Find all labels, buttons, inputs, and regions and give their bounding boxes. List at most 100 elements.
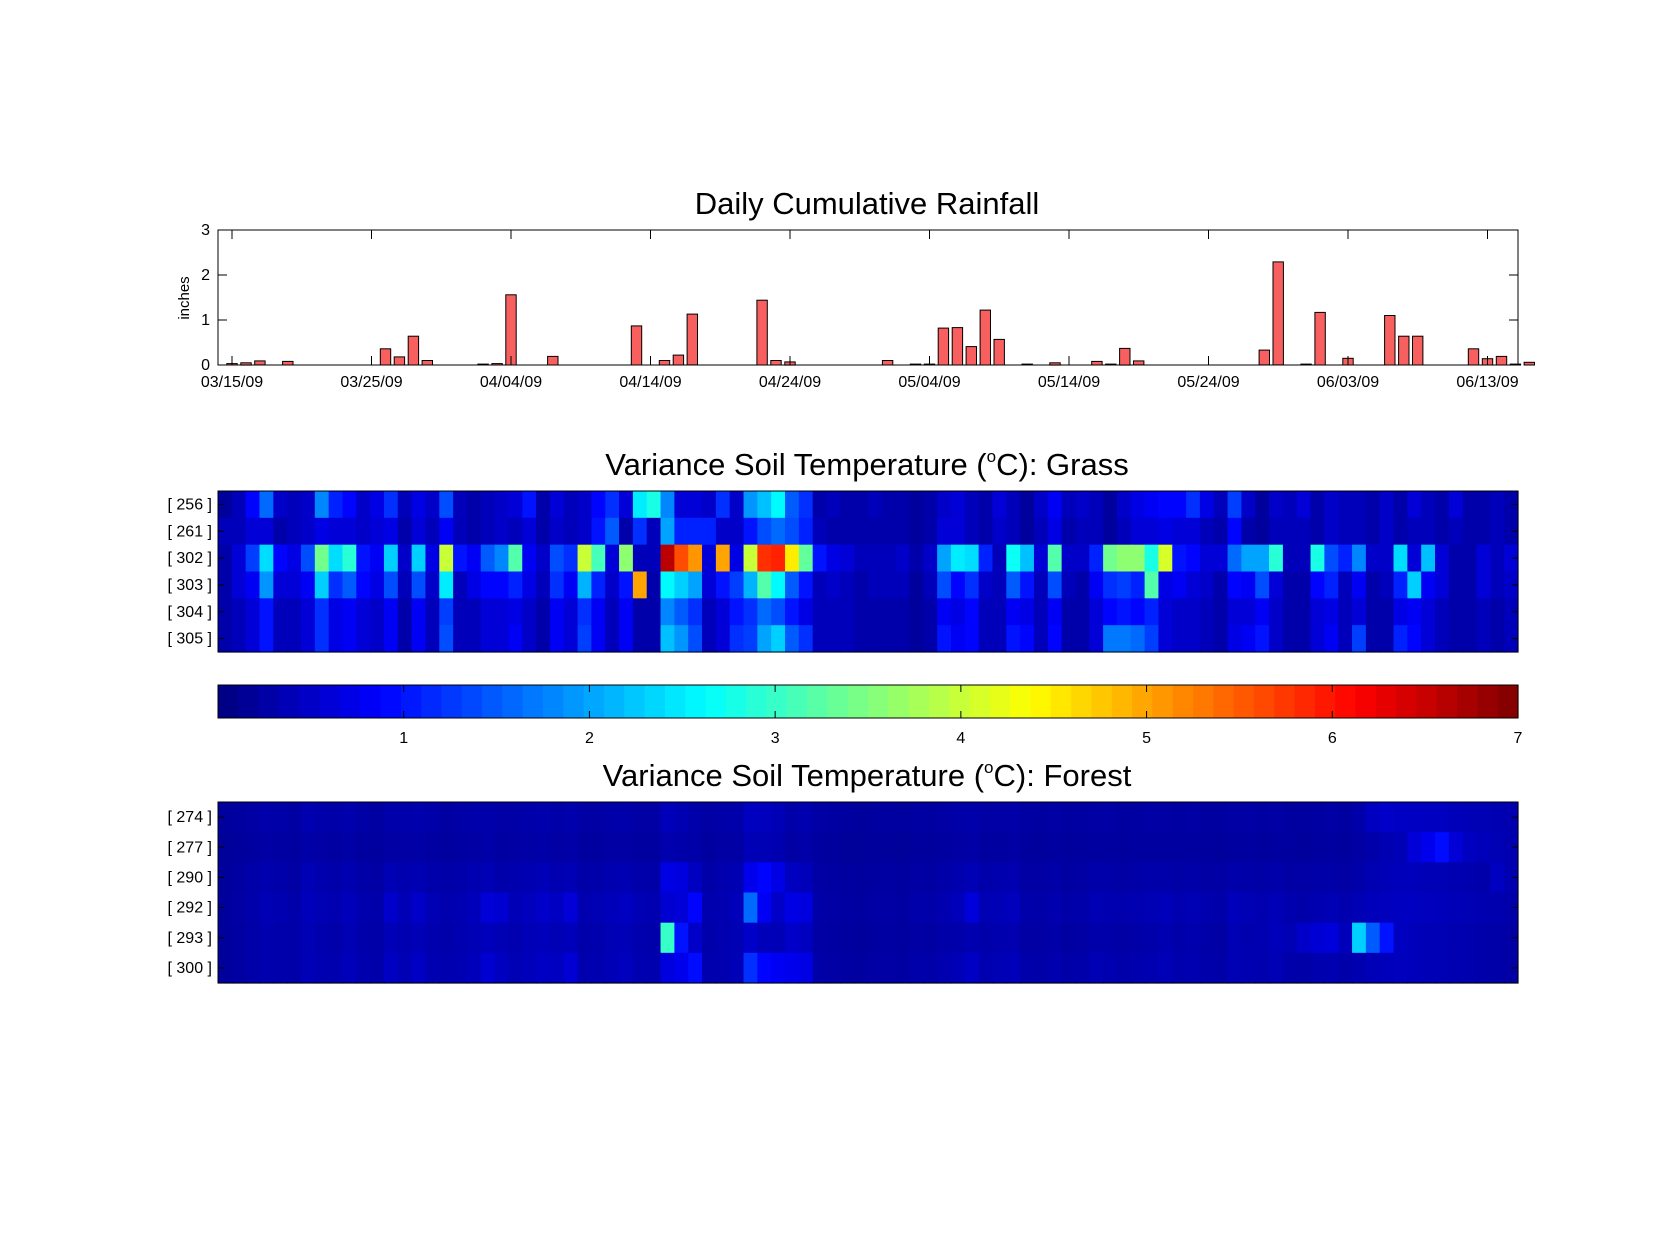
heatmap-cell bbox=[383, 952, 399, 984]
heatmap-cell bbox=[1158, 491, 1173, 519]
heatmap-cell bbox=[605, 922, 620, 954]
heatmap-cell bbox=[1352, 922, 1367, 954]
colorbar: 1 2 3 4 5 6 7 bbox=[217, 684, 1523, 747]
heatmap-cell bbox=[1338, 862, 1353, 894]
heatmap-cell bbox=[328, 922, 344, 954]
heatmap-cell bbox=[1158, 922, 1173, 954]
heatmap-cell bbox=[1033, 544, 1049, 573]
heatmap-cell bbox=[466, 832, 482, 863]
heatmap-cell bbox=[1379, 517, 1395, 546]
heatmap-cell bbox=[300, 802, 316, 833]
heatmap-cell bbox=[300, 544, 316, 573]
heatmap-cell bbox=[619, 862, 634, 894]
heatmap-cell bbox=[743, 625, 758, 653]
heatmap-cell bbox=[812, 517, 828, 546]
heatmap-cell bbox=[1435, 491, 1450, 519]
heatmap-cell bbox=[1421, 952, 1436, 984]
heatmap-cell bbox=[605, 802, 620, 833]
heatmap-cell bbox=[812, 802, 828, 833]
heatmap-cell bbox=[1462, 598, 1478, 626]
heatmap-cell bbox=[964, 862, 980, 894]
heatmap-cell bbox=[840, 802, 855, 833]
heatmap-cell bbox=[1103, 832, 1118, 863]
colorbar-step bbox=[908, 685, 930, 718]
heatmap-cell bbox=[549, 832, 565, 863]
heatmap-cell bbox=[453, 571, 468, 599]
heatmap-row-label: [ 302 ] bbox=[168, 550, 212, 567]
heatmap-cell bbox=[798, 922, 814, 954]
heatmap-cell bbox=[411, 922, 427, 954]
heatmap-cell bbox=[231, 952, 247, 984]
heatmap-cell bbox=[1421, 922, 1436, 954]
colorbar-step bbox=[1233, 685, 1255, 718]
heatmap-cell bbox=[494, 802, 510, 833]
heatmap-cell bbox=[660, 832, 675, 863]
heatmap-cell bbox=[591, 544, 606, 573]
heatmap-cell bbox=[909, 571, 924, 599]
heatmap-cell bbox=[785, 598, 800, 626]
heatmap-cell bbox=[439, 625, 454, 653]
heatmap-cell bbox=[494, 625, 510, 653]
heatmap-cell bbox=[383, 892, 399, 924]
heatmap-cell bbox=[1186, 571, 1201, 599]
heatmap-cell bbox=[854, 571, 869, 599]
heatmap-row-label: [ 290 ] bbox=[168, 869, 212, 886]
heatmap-cell bbox=[439, 491, 454, 519]
heatmap-cell bbox=[425, 892, 440, 924]
heatmap-cell bbox=[1365, 952, 1381, 984]
heatmap-cell bbox=[1324, 802, 1339, 833]
rainfall-bar bbox=[965, 346, 977, 366]
heatmap-cell bbox=[826, 491, 841, 519]
heatmap-cell bbox=[1476, 892, 1491, 924]
heatmap-cell bbox=[1130, 598, 1146, 626]
colorbar-step bbox=[1010, 685, 1032, 718]
heatmap-cell bbox=[1186, 862, 1201, 894]
heatmap-cell bbox=[1407, 571, 1422, 599]
heatmap-cell bbox=[632, 892, 648, 924]
heatmap-cell bbox=[549, 862, 565, 894]
heatmap-cell bbox=[480, 491, 496, 519]
heatmap-cell bbox=[218, 625, 233, 653]
heatmap-cell bbox=[245, 491, 261, 519]
heatmap-cell bbox=[591, 862, 606, 894]
heatmap-cell bbox=[466, 544, 482, 573]
heatmap-cell bbox=[826, 625, 841, 653]
heatmap-cell bbox=[1199, 892, 1215, 924]
heatmap-cell bbox=[1047, 625, 1063, 653]
heatmap-cell bbox=[259, 544, 274, 573]
heatmap-cell bbox=[826, 544, 841, 573]
heatmap-cell bbox=[1006, 892, 1021, 924]
colorbar-step bbox=[1253, 685, 1275, 718]
heatmap-cell bbox=[1338, 571, 1353, 599]
heatmap-cell bbox=[1310, 544, 1325, 573]
heatmap-cell bbox=[909, 952, 924, 984]
heatmap-cell bbox=[522, 571, 537, 599]
heatmap-cell bbox=[1476, 862, 1491, 894]
heatmap-cell bbox=[688, 922, 703, 954]
heatmap-cell bbox=[674, 598, 689, 626]
heatmap-cell bbox=[508, 802, 523, 833]
heatmap-cell bbox=[771, 802, 786, 833]
heatmap-cell bbox=[356, 517, 371, 546]
heatmap-cell bbox=[702, 922, 717, 954]
heatmap-cell bbox=[411, 598, 427, 626]
heatmap-cell bbox=[702, 544, 717, 573]
heatmap-cell bbox=[1504, 571, 1519, 599]
heatmap-cell bbox=[605, 517, 620, 546]
heatmap-cell bbox=[1158, 832, 1173, 863]
heatmap-cell bbox=[328, 802, 344, 833]
heatmap-cell bbox=[1352, 802, 1367, 833]
heatmap-cell bbox=[1255, 922, 1270, 954]
rainfall-bar bbox=[1272, 261, 1284, 366]
heatmap-cell bbox=[287, 922, 302, 954]
heatmap-cell bbox=[978, 922, 994, 954]
heatmap-cell bbox=[826, 517, 841, 546]
heatmap-cell bbox=[1435, 832, 1450, 863]
heatmap-cell bbox=[1020, 922, 1035, 954]
heatmap-cell bbox=[287, 544, 302, 573]
heatmap-cell bbox=[729, 517, 745, 546]
heatmap-cell bbox=[868, 544, 883, 573]
heatmap-cell bbox=[757, 802, 772, 833]
heatmap-cell bbox=[425, 862, 440, 894]
heatmap-cell bbox=[1241, 802, 1256, 833]
